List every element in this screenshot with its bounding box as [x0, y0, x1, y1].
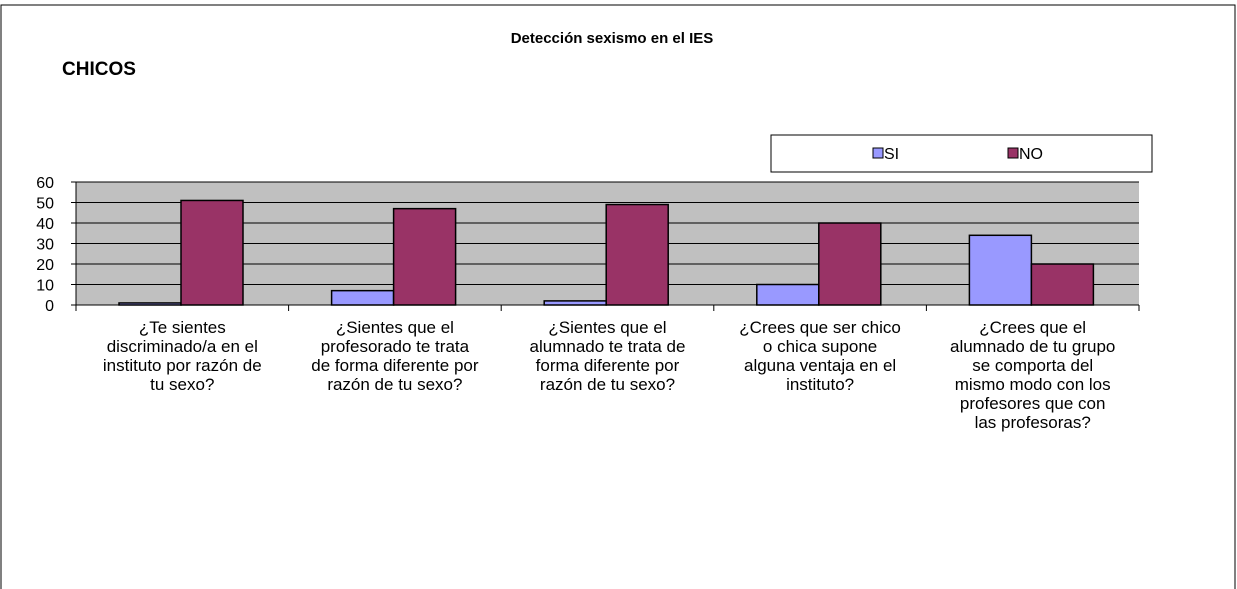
x-tick-label: ¿Sientes que el: [548, 318, 666, 337]
x-tick-label: instituto por razón de: [103, 356, 262, 375]
legend-swatch: [872, 147, 884, 159]
x-tick-label: forma diferente por: [536, 356, 680, 375]
x-tick-label: ¿Crees que ser chico: [739, 318, 901, 337]
bar: [968, 234, 1033, 306]
y-tick-label: 0: [45, 298, 54, 315]
bar: [180, 199, 244, 306]
bar: [605, 203, 669, 306]
x-tick-label: ¿Crees que el: [979, 318, 1086, 337]
legend-swatch: [1007, 147, 1019, 159]
y-tick-label: 40: [36, 216, 54, 233]
legend-box: [770, 134, 1153, 173]
y-tick-label: 50: [36, 196, 54, 213]
x-tick-label: ¿Te sientes: [139, 318, 226, 337]
y-tick-label: 30: [36, 237, 54, 254]
y-tick-label: 60: [36, 175, 54, 192]
x-tick-label: alguna ventaja en el: [744, 356, 896, 375]
x-tick-label: tu sexo?: [150, 375, 214, 394]
y-tick-label: 10: [36, 278, 54, 295]
x-tick-label: profesores que con: [960, 394, 1106, 413]
chart-subtitle: CHICOS: [62, 59, 136, 80]
x-tick-label: las profesoras?: [975, 413, 1091, 432]
x-tick-label: o chica supone: [763, 337, 877, 356]
x-tick-label: de forma diferente por: [311, 356, 479, 375]
x-tick-label: instituto?: [786, 375, 854, 394]
x-tick-label: discriminado/a en el: [107, 337, 258, 356]
chart-title: Detección sexismo en el IES: [511, 30, 714, 47]
bar: [543, 300, 607, 306]
bar: [1030, 263, 1095, 306]
legend-label: SI: [884, 146, 899, 163]
bar: [756, 283, 820, 306]
x-tick-label: alumnado de tu grupo: [950, 337, 1115, 356]
x-tick-label: mismo modo con los: [955, 375, 1111, 394]
bar: [392, 207, 457, 306]
x-tick-label: razón de tu sexo?: [327, 375, 462, 394]
legend-label: NO: [1019, 146, 1043, 163]
x-tick-label: razón de tu sexo?: [540, 375, 675, 394]
bar: [818, 222, 882, 306]
y-tick-label: 20: [36, 257, 54, 274]
x-tick-label: se comporta del: [972, 356, 1093, 375]
bar: [118, 302, 182, 306]
x-tick-label: profesorado te trata: [321, 337, 470, 356]
x-tick-label: ¿Sientes que el: [336, 318, 454, 337]
bar: [330, 289, 395, 306]
x-tick-label: alumnado te trata de: [530, 337, 686, 356]
